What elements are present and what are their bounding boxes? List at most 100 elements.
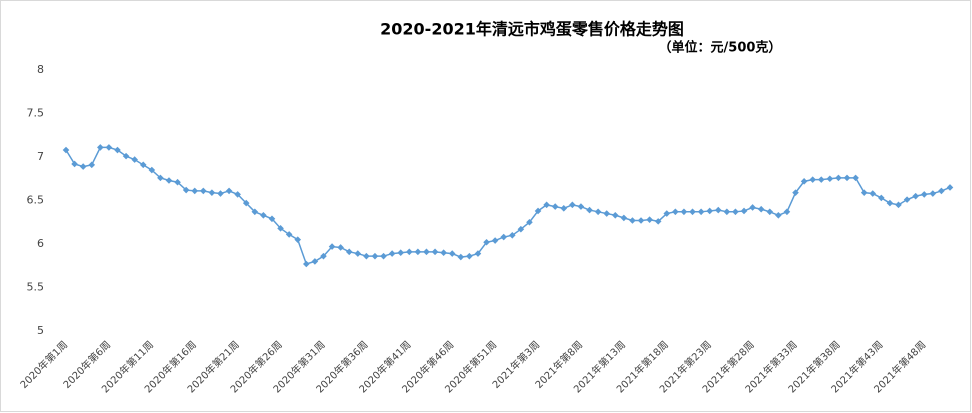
marker	[431, 248, 439, 256]
marker	[131, 156, 138, 163]
y-tick-label: 8	[37, 63, 44, 76]
marker	[646, 216, 653, 223]
chart-subtitle: （单位：元/500克）	[659, 40, 782, 56]
marker	[886, 199, 894, 207]
marker	[929, 190, 937, 197]
marker	[611, 211, 619, 219]
marker	[260, 211, 267, 219]
marker	[217, 190, 224, 197]
marker	[749, 204, 756, 211]
marker	[869, 190, 877, 197]
marker	[603, 210, 610, 217]
marker	[139, 161, 147, 169]
marker	[860, 189, 868, 196]
marker	[680, 208, 688, 216]
marker	[148, 166, 156, 174]
marker	[71, 160, 78, 168]
marker	[543, 201, 550, 209]
marker	[920, 191, 928, 198]
marker	[817, 176, 825, 183]
marker	[397, 249, 405, 256]
marker	[371, 252, 379, 260]
marker	[569, 201, 576, 209]
marker	[663, 210, 671, 217]
marker	[809, 176, 816, 183]
y-tick-label: 7.5	[27, 107, 45, 120]
marker	[320, 252, 327, 260]
marker	[165, 177, 173, 184]
marker	[895, 201, 902, 209]
marker	[637, 217, 645, 224]
marker	[268, 215, 276, 223]
marker	[457, 253, 465, 261]
marker	[620, 214, 628, 222]
marker	[191, 187, 199, 195]
marker	[208, 189, 216, 196]
marker	[800, 178, 808, 185]
marker	[62, 146, 70, 154]
marker	[551, 203, 559, 210]
y-tick-label: 7	[37, 150, 44, 163]
marker	[783, 208, 791, 216]
marker	[354, 250, 362, 257]
marker	[242, 199, 250, 207]
marker	[380, 252, 387, 260]
marker	[560, 205, 568, 212]
marker	[878, 194, 885, 202]
marker	[88, 161, 96, 169]
marker	[508, 232, 516, 239]
marker	[406, 248, 413, 256]
marker	[200, 187, 207, 195]
marker	[311, 258, 319, 265]
marker	[182, 186, 190, 194]
chart-title: 2020-2021年清远市鸡蛋零售价格走势图	[380, 20, 684, 39]
marker	[654, 218, 662, 225]
marker	[474, 250, 482, 257]
marker	[689, 208, 696, 216]
marker	[79, 163, 87, 170]
marker	[337, 244, 344, 251]
marker	[277, 225, 284, 232]
marker	[852, 174, 859, 182]
marker	[912, 192, 919, 200]
marker	[491, 237, 499, 244]
marker	[466, 252, 473, 260]
marker	[826, 175, 834, 183]
marker	[122, 152, 130, 160]
marker	[414, 248, 422, 256]
marker	[577, 203, 585, 210]
marker	[500, 233, 508, 241]
marker	[526, 218, 533, 226]
marker	[534, 207, 542, 215]
marker	[345, 248, 353, 256]
marker	[903, 196, 911, 203]
marker	[757, 205, 765, 213]
marker	[775, 211, 782, 219]
marker	[766, 208, 774, 216]
marker	[225, 187, 233, 195]
marker	[697, 208, 705, 216]
marker	[714, 206, 722, 214]
marker	[732, 208, 739, 216]
marker	[105, 144, 113, 151]
marker	[835, 174, 842, 182]
marker	[517, 225, 525, 233]
y-tick-label: 5	[37, 324, 44, 337]
marker	[388, 250, 396, 257]
marker	[946, 184, 954, 191]
marker	[483, 238, 490, 246]
marker	[723, 208, 731, 216]
marker	[114, 146, 121, 154]
y-tick-label: 6	[37, 237, 44, 250]
marker	[294, 236, 302, 243]
marker	[672, 208, 679, 216]
marker	[448, 250, 456, 257]
y-tick-label: 6.5	[27, 194, 45, 207]
y-tick-label: 5.5	[27, 281, 45, 294]
marker	[157, 174, 164, 182]
marker	[251, 208, 259, 216]
marker	[285, 231, 293, 238]
marker	[594, 208, 602, 216]
